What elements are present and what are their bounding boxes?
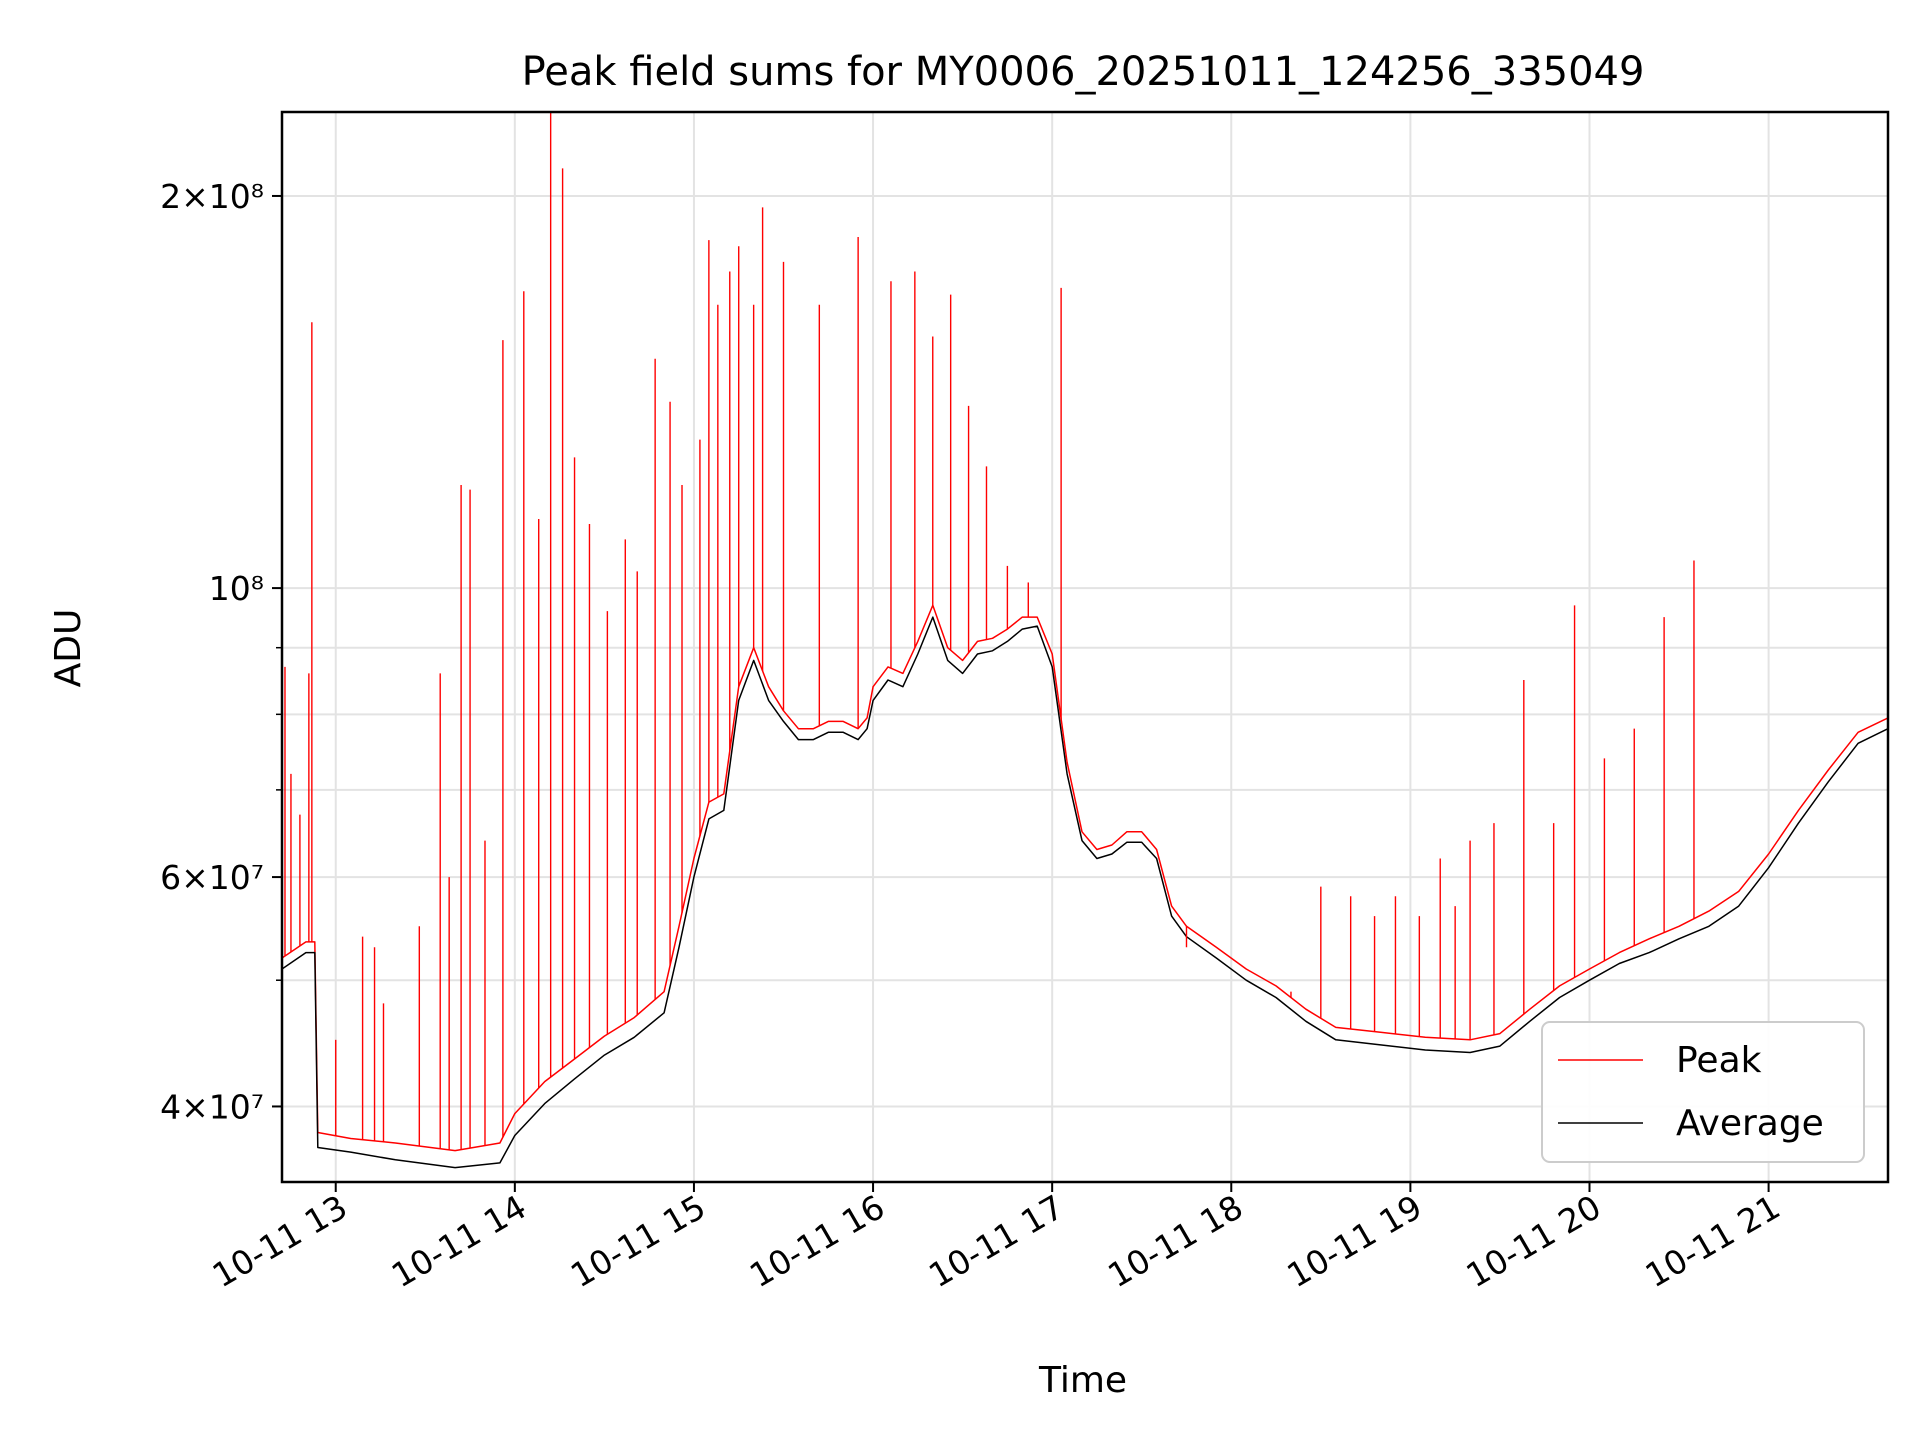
legend-average-label: Average — [1676, 1103, 1824, 1144]
y-tick-label: 10⁸ — [209, 569, 264, 608]
plot-area — [282, 112, 1888, 1169]
legend: Peak Average — [1541, 1021, 1865, 1163]
y-tick-label: 6×10⁷ — [160, 858, 264, 897]
chart-title: Peak field sums for MY0006_20251011_1242… — [522, 49, 1645, 95]
y-tick-label: 4×10⁷ — [160, 1087, 264, 1126]
y-tick-label: 2×10⁸ — [160, 177, 264, 216]
legend-peak-label: Peak — [1676, 1040, 1762, 1081]
x-axis-label: Time — [1038, 1360, 1127, 1401]
average-series-line — [282, 616, 1888, 1169]
plot-lines — [282, 112, 1888, 1169]
peak-series-line — [282, 604, 1888, 1152]
legend-box — [1541, 1021, 1865, 1163]
y-axis-label: ADU — [48, 609, 89, 688]
